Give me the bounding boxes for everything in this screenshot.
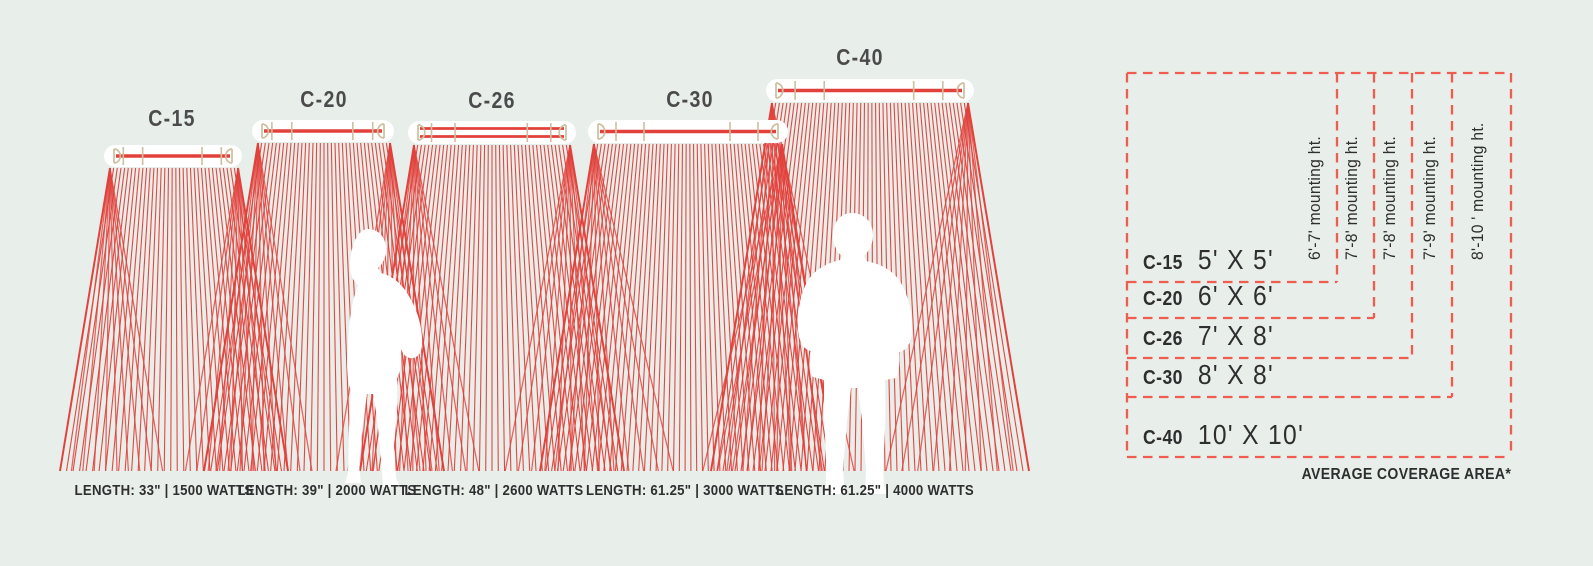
coverage-area-boxes <box>1125 71 1513 459</box>
mounting-height-label-c-20: 7'-8' mounting ht. <box>1342 136 1361 260</box>
heat-fan-c-26 <box>359 144 625 472</box>
people-silhouettes <box>345 213 913 494</box>
coverage-box-c-40 <box>1127 73 1513 459</box>
heater-unit-c-26 <box>408 121 576 144</box>
mounting-height-label-c-26: 7'-8' mounting ht. <box>1380 136 1399 260</box>
length-watts-label-c-30: LENGTH: 61.25" | 3000 WATTS <box>585 482 785 499</box>
heater-units <box>104 79 974 167</box>
heater-unit-c-30 <box>588 120 788 143</box>
heat-fan-c-40 <box>710 102 1030 472</box>
heat-fan-c-15 <box>59 167 289 472</box>
length-watts-label-c-20: LENGTH: 39" | 2000 WATTS <box>237 482 417 499</box>
length-watts-label-c-15: LENGTH: 33" | 1500 WATTS <box>74 482 254 499</box>
coverage-row-model-c-26: C-26 <box>1143 328 1183 350</box>
coverage-row-c-20: C-20 6' X 6' <box>1143 280 1274 312</box>
coverage-row-model-c-40: C-40 <box>1143 427 1183 449</box>
length-watts-label-c-40: LENGTH: 61.25" | 4000 WATTS <box>775 482 975 499</box>
mounting-height-label-c-30: 7'-9' mounting ht. <box>1420 136 1439 260</box>
heater-label-c-26: C-26 <box>468 87 516 113</box>
coverage-box-c-15 <box>1127 73 1339 284</box>
mounting-height-label-c-40: 8'-10 ' mounting ht. <box>1468 122 1487 260</box>
coverage-row-area-c-15: 5' X 5' <box>1197 244 1275 275</box>
heat-ray-fans <box>59 102 1030 472</box>
coverage-row-model-c-30: C-30 <box>1143 367 1183 389</box>
person-silhouette-large <box>797 213 913 494</box>
coverage-row-c-30: C-30 8' X 8' <box>1143 359 1274 391</box>
heater-label-c-40: C-40 <box>836 44 884 70</box>
coverage-footnote: AVERAGE COVERAGE AREA* <box>1301 466 1511 483</box>
heater-label-c-15: C-15 <box>148 105 196 131</box>
length-watts-label-c-26: LENGTH: 48" | 2600 WATTS <box>404 482 584 499</box>
heater-unit-c-15 <box>104 145 242 167</box>
coverage-box-c-26 <box>1127 73 1414 360</box>
heater-unit-c-20 <box>252 120 394 142</box>
coverage-row-model-c-20: C-20 <box>1143 288 1183 310</box>
coverage-row-area-c-20: 6' X 6' <box>1197 280 1275 311</box>
coverage-row-c-15: C-15 5' X 5' <box>1143 244 1274 276</box>
coverage-row-c-40: C-40 10' X 10' <box>1143 419 1304 451</box>
mounting-height-label-c-15: 6'-7' mounting ht. <box>1305 136 1324 260</box>
coverage-row-area-c-40: 10' X 10' <box>1197 419 1305 450</box>
coverage-row-model-c-15: C-15 <box>1143 252 1183 274</box>
coverage-box-c-20 <box>1127 73 1376 320</box>
coverage-row-area-c-26: 7' X 8' <box>1197 320 1275 351</box>
coverage-row-c-26: C-26 7' X 8' <box>1143 320 1274 352</box>
heater-label-c-30: C-30 <box>666 86 714 112</box>
coverage-row-area-c-30: 8' X 8' <box>1197 359 1275 390</box>
person-silhouette-small <box>345 229 423 487</box>
coverage-box-c-30 <box>1127 73 1454 399</box>
heater-unit-c-40 <box>766 79 974 102</box>
heater-label-c-20: C-20 <box>300 86 348 112</box>
